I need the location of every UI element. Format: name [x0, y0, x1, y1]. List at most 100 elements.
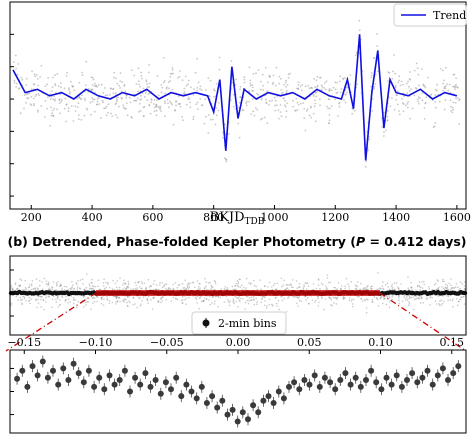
- top-data-point: [313, 95, 315, 97]
- top-data-point: [324, 82, 326, 84]
- top-data-point: [25, 77, 28, 80]
- middle-data-point: [392, 294, 395, 296]
- middle-bin-marker: [462, 290, 468, 296]
- middle-data-point: [371, 301, 374, 304]
- middle-data-point: [60, 284, 63, 287]
- middle-data-point: [75, 283, 78, 285]
- middle-data-point: [16, 287, 19, 290]
- top-data-point: [51, 86, 54, 88]
- middle-data-point: [186, 287, 189, 289]
- middle-data-point: [40, 306, 42, 308]
- top-data-point: [187, 83, 189, 86]
- bottom-bin-point: [70, 360, 77, 367]
- middle-data-point: [205, 281, 207, 283]
- middle-data-point: [446, 287, 448, 290]
- middle-data-point: [91, 287, 93, 290]
- top-data-point: [184, 75, 187, 78]
- middle-data-point: [360, 297, 363, 300]
- top-data-point: [365, 160, 368, 163]
- top-data-point: [454, 88, 456, 91]
- middle-data-point: [391, 283, 394, 286]
- top-data-point: [279, 104, 282, 106]
- top-data-point: [338, 105, 341, 108]
- middle-data-point: [287, 297, 289, 299]
- middle-data-point: [410, 281, 412, 284]
- top-data-point: [20, 77, 23, 79]
- middle-data-point: [152, 297, 155, 300]
- top-data-point: [15, 86, 18, 88]
- bottom-bin-point: [373, 379, 380, 386]
- middle-data-point: [460, 296, 463, 298]
- top-data-point: [415, 87, 418, 90]
- bottom-bin-point: [80, 379, 87, 386]
- middle-data-point: [146, 298, 149, 300]
- middle-data-point: [188, 296, 190, 299]
- middle-data-point: [434, 300, 437, 303]
- middle-data-point: [39, 295, 42, 298]
- middle-data-point: [225, 295, 228, 298]
- middle-data-point: [429, 294, 432, 297]
- top-data-point: [196, 101, 199, 104]
- top-data-point: [316, 75, 319, 78]
- middle-data-point: [356, 281, 359, 283]
- top-data-point: [292, 99, 294, 102]
- middle-data-point: [145, 288, 147, 290]
- middle-data-point: [359, 288, 362, 291]
- top-data-point: [63, 87, 66, 90]
- top-data-point: [281, 91, 284, 94]
- bottom-bin-point: [337, 377, 344, 383]
- middle-data-point: [388, 296, 391, 299]
- top-data-point: [115, 100, 118, 103]
- middle-data-point: [141, 281, 143, 283]
- middle-data-point: [132, 304, 134, 306]
- middle-data-point: [253, 303, 256, 306]
- middle-data-point: [420, 296, 422, 298]
- middle-data-point: [360, 282, 362, 285]
- top-data-point: [185, 84, 188, 87]
- top-data-point: [47, 96, 49, 99]
- middle-data-point: [439, 300, 441, 303]
- top-data-point: [407, 80, 409, 83]
- middle-data-point: [82, 296, 84, 298]
- bottom-x-tick-label: 0.15: [440, 336, 465, 349]
- middle-data-point: [199, 297, 201, 299]
- middle-data-point: [67, 301, 69, 304]
- middle-data-point: [377, 272, 379, 274]
- middle-data-point: [328, 296, 331, 299]
- middle-data-point: [232, 288, 234, 291]
- top-x-tick-label: 800: [203, 211, 224, 224]
- bottom-bin-point: [111, 381, 118, 388]
- bottom-bin-point: [219, 397, 226, 404]
- middle-data-point: [418, 281, 421, 284]
- middle-data-point: [71, 280, 73, 283]
- top-data-point: [284, 81, 287, 84]
- middle-data-point: [250, 299, 252, 302]
- top-data-point: [100, 83, 103, 86]
- middle-data-point: [371, 299, 374, 301]
- middle-data-point: [425, 298, 428, 300]
- middle-data-point: [11, 287, 14, 290]
- bottom-bin-point: [368, 367, 375, 374]
- middle-data-point: [418, 296, 421, 298]
- top-x-tick-label: 600: [142, 211, 163, 224]
- middle-data-point: [263, 285, 266, 288]
- top-data-point: [78, 114, 80, 117]
- middle-data-point: [34, 287, 37, 289]
- top-data-point: [444, 66, 447, 69]
- top-data-point: [213, 89, 216, 92]
- top-data-point: [120, 90, 123, 93]
- top-data-point: [301, 84, 304, 86]
- top-data-point: [28, 92, 31, 95]
- middle-data-point: [185, 297, 187, 299]
- top-data-point: [118, 105, 120, 108]
- middle-data-point: [204, 286, 206, 289]
- middle-data-point: [21, 302, 23, 304]
- top-data-point: [102, 92, 105, 94]
- middle-data-point: [234, 285, 237, 287]
- bottom-bin-point: [162, 379, 169, 386]
- middle-data-point: [342, 297, 345, 300]
- bottom-bin-point: [168, 386, 174, 393]
- middle-data-point: [337, 282, 340, 284]
- middle-data-point: [423, 283, 426, 286]
- top-data-point: [294, 109, 296, 112]
